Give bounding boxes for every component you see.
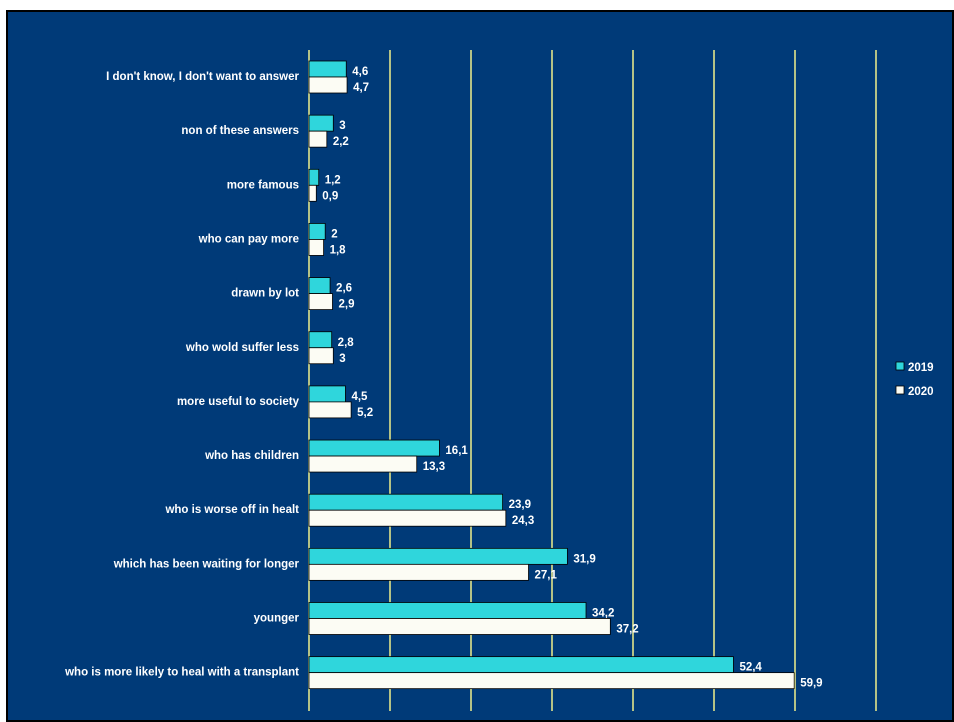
bar-2019: [308, 277, 331, 295]
value-label-2020: 1,8: [330, 244, 347, 256]
chart-frame: I don't know, I don't want to answer 4,6 4…: [6, 10, 954, 722]
category-label: more useful to society: [177, 396, 300, 408]
category-label: which has been waiting for longer: [113, 558, 300, 570]
bar-2020: [308, 455, 418, 473]
bar-2019: [308, 223, 326, 240]
bar-2020: [308, 293, 333, 311]
value-label-2020: 37,2: [616, 624, 638, 636]
value-label-2020: 27,1: [535, 569, 558, 581]
bar-2020: [308, 509, 507, 527]
value-label-2020: 3: [339, 353, 345, 365]
bar-2020: [308, 672, 795, 690]
legend-swatch-2019: [895, 361, 905, 371]
bar-2019: [308, 385, 346, 403]
value-label-2020: 2,9: [338, 299, 354, 311]
value-label-2019: 4,6: [352, 66, 368, 78]
value-label-2020: 2,2: [333, 136, 349, 148]
legend-swatch-2020: [895, 385, 905, 395]
value-label-2019: 2: [331, 228, 337, 240]
bar-2019: [308, 60, 347, 78]
value-label-2019: 1,2: [325, 174, 341, 186]
category-label: I don't know, I don't want to answer: [106, 71, 299, 83]
bar-2020: [308, 76, 348, 94]
legend-label-2020: 2020: [908, 386, 934, 398]
category-label: who has children: [204, 450, 299, 462]
value-label-2019: 23,9: [509, 499, 531, 511]
bar-2020: [308, 618, 611, 635]
category-label: drawn by lot: [231, 288, 299, 300]
value-label-2019: 34,2: [592, 608, 614, 620]
category-label: who can pay more: [198, 233, 299, 245]
category-label: more famous: [227, 179, 299, 191]
bar-2019: [308, 493, 503, 511]
value-label-2019: 4,5: [351, 391, 368, 403]
category-label: who is worse off in healt: [164, 504, 299, 516]
value-label-2020: 5,2: [357, 407, 373, 419]
bar-2019: [308, 168, 320, 186]
bar-chart: I don't know, I don't want to answer 4,6 4…: [64, 50, 934, 711]
bar-2019: [308, 602, 587, 619]
bar-2020: [308, 401, 352, 419]
bar-2019: [308, 331, 333, 349]
value-label-2020: 59,9: [800, 678, 822, 690]
value-label-2020: 0,9: [322, 190, 338, 202]
bar-2019: [308, 656, 734, 674]
bar-2020: [308, 130, 328, 148]
category-label: who is more likely to heal with a transp…: [64, 667, 299, 679]
bar-2020: [308, 563, 529, 581]
value-label-2019: 3: [339, 120, 345, 132]
value-label-2019: 2,8: [338, 337, 355, 349]
value-label-2019: 52,4: [739, 662, 762, 674]
bar-2020: [308, 347, 334, 365]
category-label: younger: [254, 613, 300, 625]
bar-2019: [308, 114, 334, 132]
category-label: non of these answers: [181, 125, 299, 137]
value-label-2019: 31,9: [573, 553, 595, 565]
bar-2019: [308, 439, 440, 457]
bar-2020: [308, 184, 317, 202]
value-label-2020: 4,7: [353, 82, 369, 94]
value-label-2019: 16,1: [445, 445, 468, 457]
value-label-2020: 24,3: [512, 515, 534, 527]
category-label: who wold suffer less: [185, 342, 299, 354]
bar-2020: [308, 239, 324, 256]
bar-2019: [308, 547, 568, 565]
value-label-2020: 13,3: [423, 461, 445, 473]
value-label-2019: 2,6: [336, 283, 352, 295]
legend-label-2019: 2019: [908, 362, 934, 374]
